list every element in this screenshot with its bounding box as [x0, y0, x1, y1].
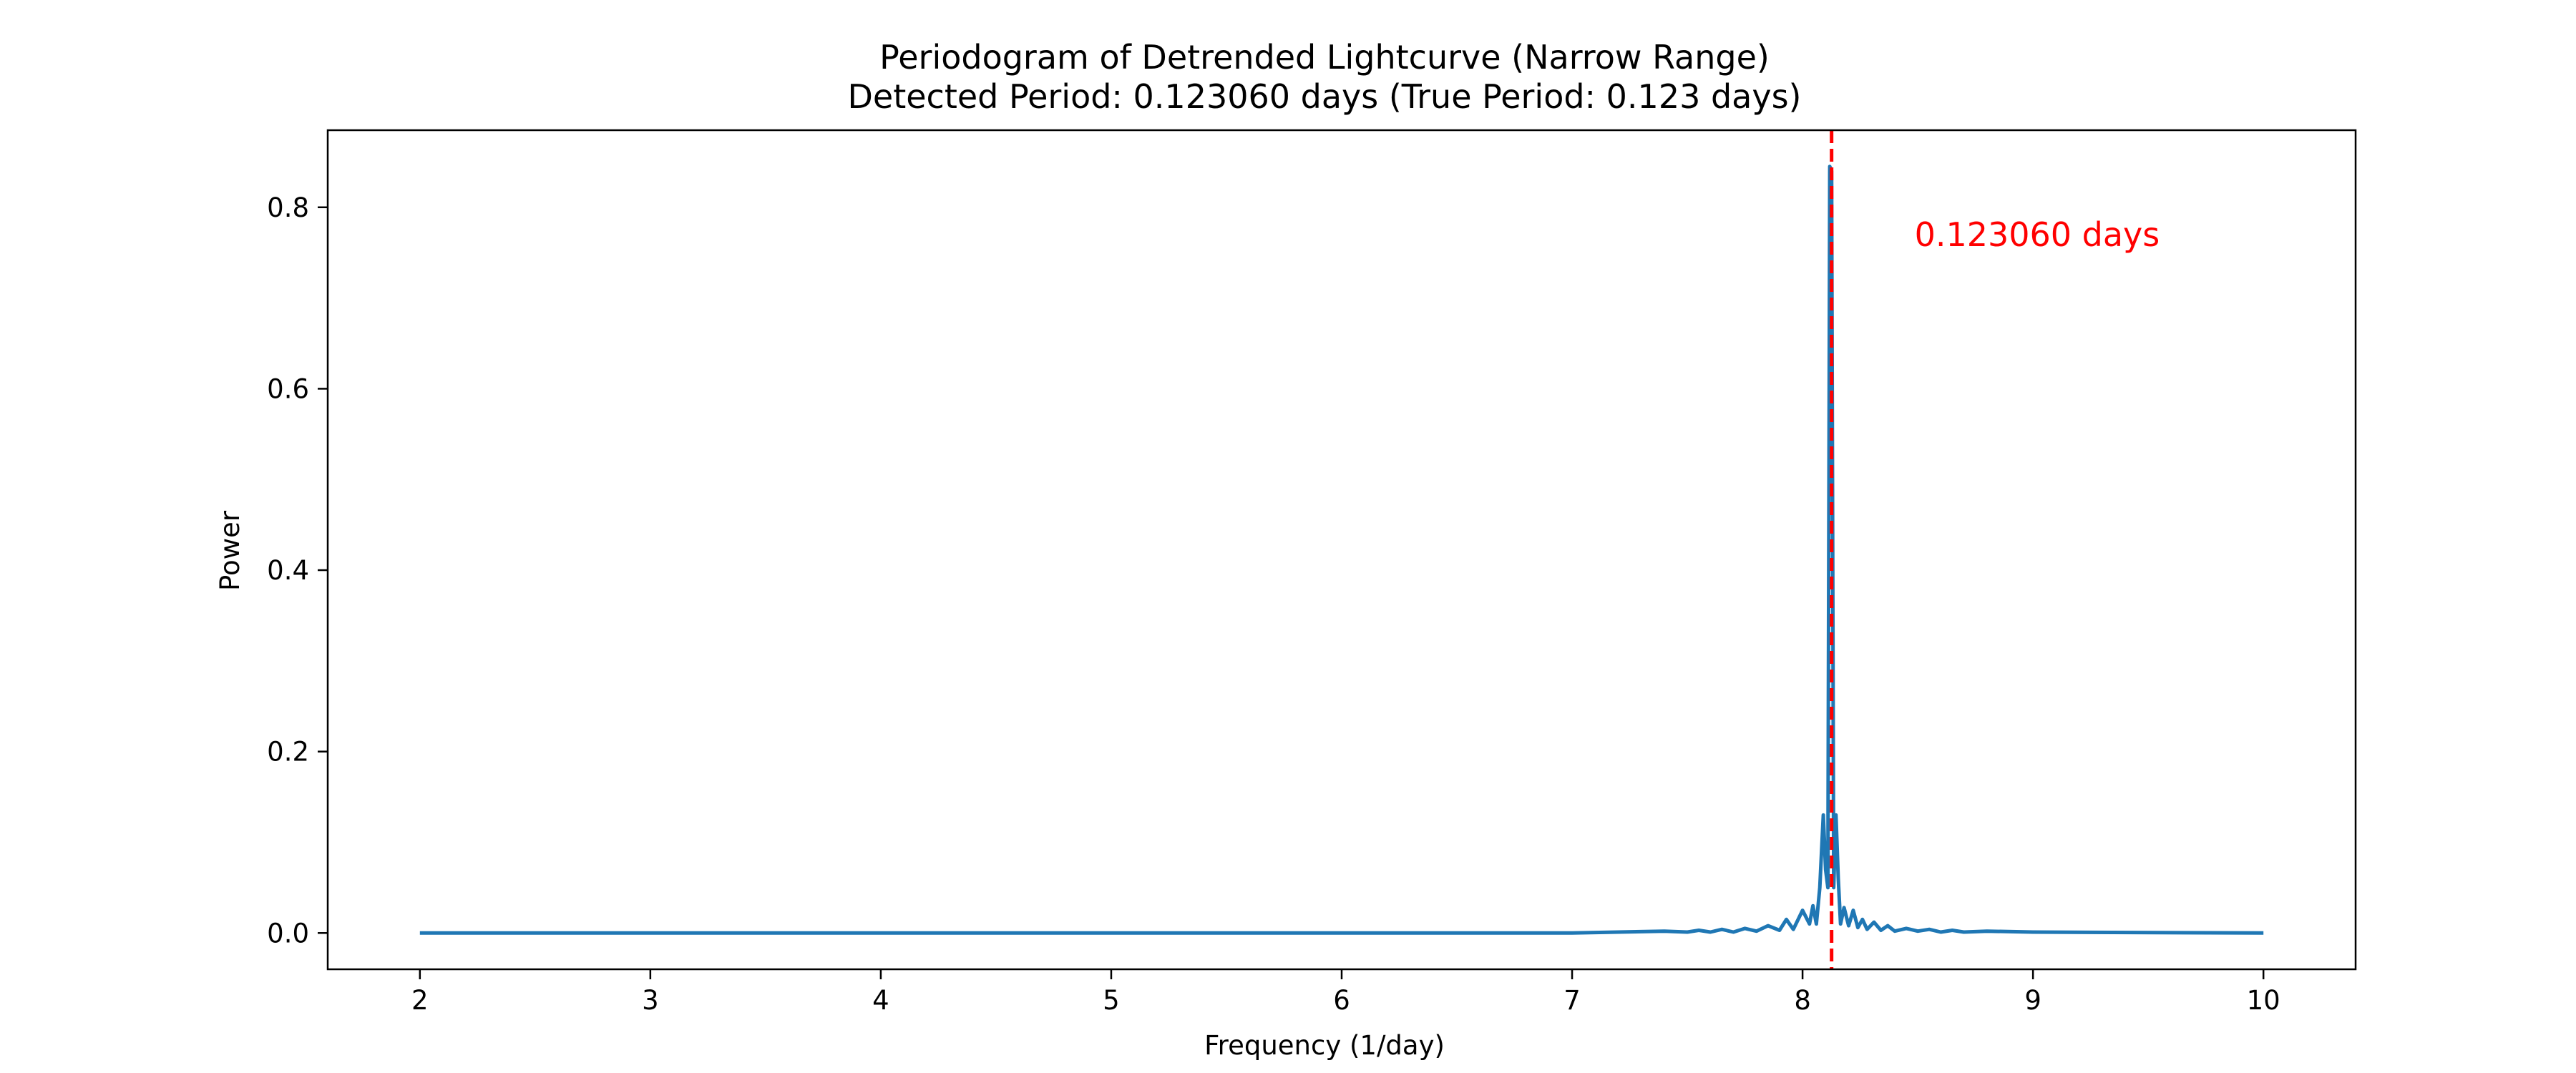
chart-title: Periodogram of Detrended Lightcurve (Nar… — [879, 38, 1770, 77]
y-axis-ticks: 0.0 0.2 0.4 0.6 0.8 — [267, 192, 328, 949]
x-tick-label: 7 — [1563, 985, 1581, 1016]
y-tick-label: 0.2 — [267, 737, 309, 768]
x-axis-ticks: 2 3 4 5 6 7 8 9 10 — [411, 969, 2280, 1016]
x-axis-label: Frequency (1/day) — [1204, 1030, 1445, 1061]
x-tick-label: 3 — [642, 985, 659, 1016]
y-tick-label: 0.6 — [267, 373, 309, 404]
x-tick-label: 9 — [2024, 985, 2041, 1016]
period-annotation: 0.123060 days — [1915, 215, 2160, 254]
x-tick-label: 4 — [872, 985, 889, 1016]
plot-area: 0.123060 days — [326, 129, 2357, 971]
chart-subtitle: Detected Period: 0.123060 days (True Per… — [847, 77, 1801, 116]
y-tick-label: 0.0 — [267, 918, 309, 949]
series-line-0 — [419, 165, 2264, 935]
y-tick-label: 0.4 — [267, 555, 309, 586]
x-tick-label: 8 — [1794, 985, 1811, 1016]
x-tick-label: 10 — [2247, 985, 2280, 1016]
y-tick-label: 0.8 — [267, 192, 309, 223]
y-axis-label: Power — [215, 510, 245, 591]
plot-frame — [326, 129, 2357, 971]
x-tick-label: 6 — [1333, 985, 1350, 1016]
x-tick-label: 2 — [411, 985, 429, 1016]
x-tick-label: 5 — [1103, 985, 1120, 1016]
